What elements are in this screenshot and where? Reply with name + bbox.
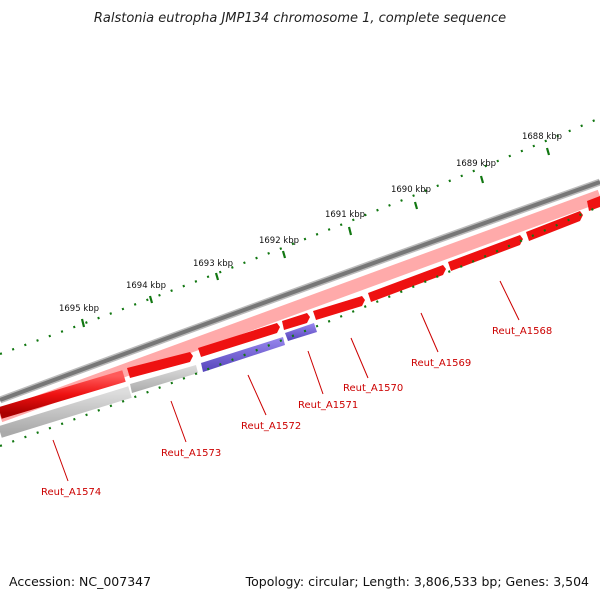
gene-bar-blue — [201, 337, 285, 372]
gene-arrow — [313, 296, 365, 320]
gene-label: Reut_A1573 — [161, 448, 221, 459]
gene-bar-grey — [130, 365, 198, 393]
gene-label: Reut_A1570 — [343, 383, 403, 394]
gene-label: Reut_A1568 — [492, 326, 552, 337]
kbp-tick — [281, 250, 287, 259]
kbp-label: 1688 kbp — [522, 132, 562, 142]
topology-text: Topology: circular; Length: 3,806,533 bp… — [245, 574, 589, 589]
leader-line — [307, 350, 324, 395]
gene-arrow — [0, 370, 126, 419]
kbp-tick — [347, 226, 353, 236]
map-title: Ralstonia eutropha JMP134 chromosome 1, … — [94, 11, 506, 26]
leader-line — [247, 374, 267, 416]
gene-arrow — [368, 265, 446, 302]
gene-labels: Reut_A1568 Reut_A1569 Reut_A1570 Reut_A1… — [41, 280, 552, 498]
kbp-label: 1692 kbp — [259, 236, 299, 246]
kbp-label: 1689 kbp — [456, 159, 496, 169]
gene-arrow — [448, 235, 523, 271]
gene-label: Reut_A1572 — [241, 421, 301, 432]
kbp-label: 1694 kbp — [126, 281, 166, 291]
chromosome-backbone — [0, 178, 600, 404]
gene-arrow — [587, 196, 600, 211]
reverse-strand — [0, 323, 317, 438]
leader-line — [350, 337, 369, 379]
kbp-label: 1690 kbp — [391, 185, 431, 195]
gene-bar-grey — [0, 386, 132, 438]
kbp-tick — [80, 318, 86, 328]
forward-strand — [0, 189, 600, 423]
accession-text: Accession: NC_007347 — [9, 574, 151, 589]
gene-arrow — [282, 313, 310, 330]
leader-line — [499, 280, 520, 321]
leader-line — [52, 439, 69, 482]
kbp-tick — [214, 272, 220, 281]
gene-label: Reut_A1571 — [298, 400, 358, 411]
leader-line — [170, 400, 187, 443]
gene-arrow — [198, 323, 280, 357]
kbp-label: 1695 kbp — [59, 304, 99, 314]
kbp-tick — [148, 295, 154, 304]
gene-arrow — [526, 211, 583, 241]
kbp-tick — [545, 147, 551, 156]
kbp-tick — [413, 201, 419, 210]
kbp-label: 1693 kbp — [193, 259, 233, 269]
kbp-tick — [479, 175, 485, 184]
kbp-scale: 1688 kbp 1689 kbp 1690 kbp 1691 kbp 1692… — [59, 132, 562, 328]
gene-label: Reut_A1569 — [411, 358, 471, 369]
gene-arrow — [127, 352, 193, 378]
leader-line — [420, 312, 439, 353]
gene-label: Reut_A1574 — [41, 487, 101, 498]
kbp-label: 1691 kbp — [325, 210, 365, 220]
